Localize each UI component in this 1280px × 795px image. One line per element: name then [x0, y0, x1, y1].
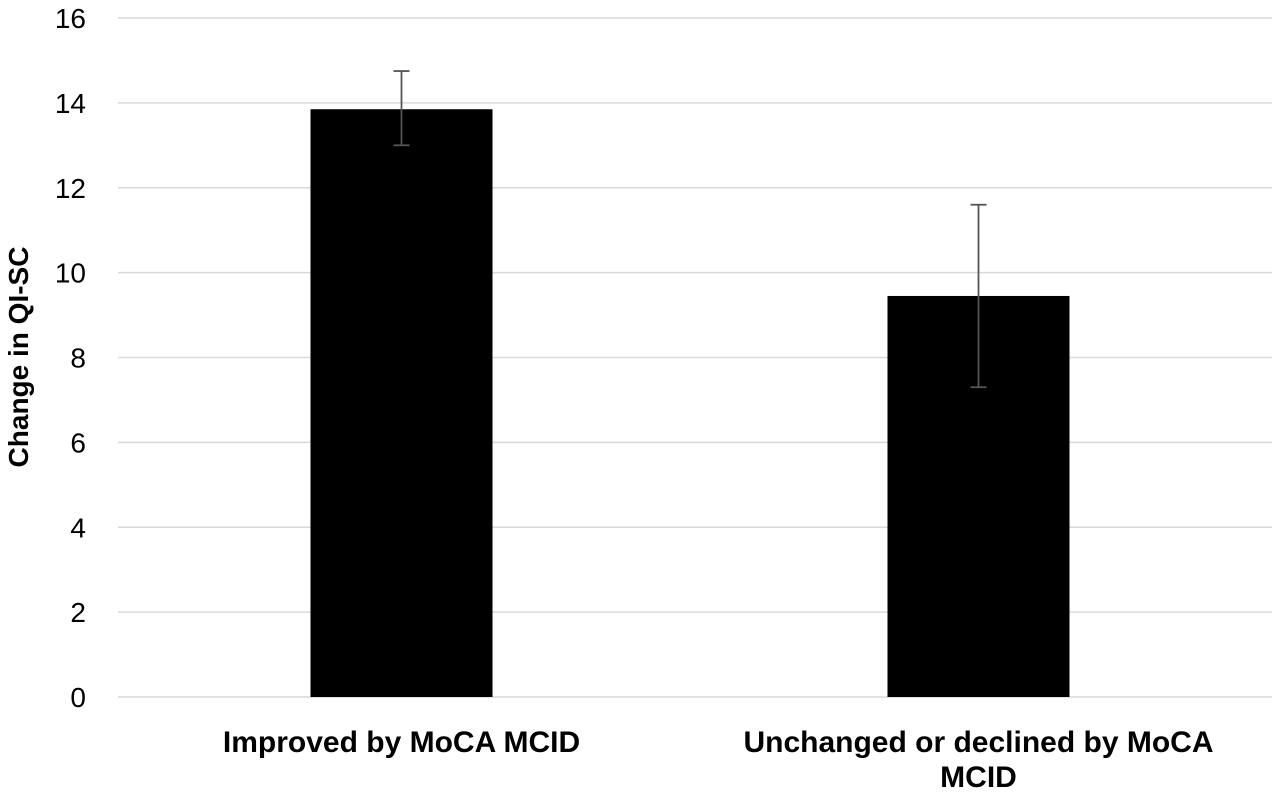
y-tick-labels: 0 2 4 6 8 10 12 14 16	[55, 3, 86, 713]
y-tick-label: 2	[70, 597, 86, 628]
gridlines	[118, 17, 1272, 698]
error-bar	[393, 70, 410, 147]
y-tick-label: 0	[70, 682, 86, 713]
y-tick-label: 8	[70, 343, 86, 374]
y-tick-label: 12	[55, 173, 86, 204]
y-tick-label: 14	[55, 88, 86, 119]
x-category-label: Improved by MoCA MCID	[223, 726, 580, 759]
bars	[310, 109, 1070, 698]
error-bar	[970, 203, 987, 389]
error-bars	[393, 70, 987, 389]
y-tick-label: 6	[70, 427, 86, 458]
y-axis-title: Change in QI-SC	[3, 247, 34, 468]
bar	[310, 109, 493, 698]
y-tick-label: 4	[70, 512, 86, 543]
y-tick-label: 16	[55, 3, 86, 34]
x-category-label: MCID	[940, 761, 1017, 794]
x-category-labels: Improved by MoCA MCID Unchanged or declin…	[223, 726, 1214, 794]
y-tick-label: 10	[55, 258, 86, 289]
x-category-label: Unchanged or declined by MoCA	[743, 726, 1213, 759]
